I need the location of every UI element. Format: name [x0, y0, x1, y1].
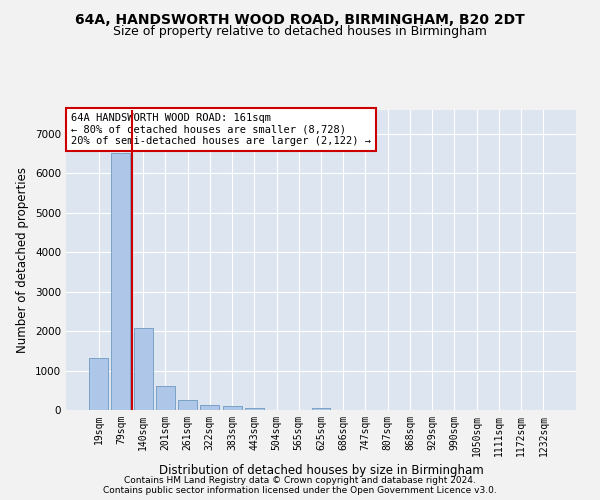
Bar: [245, 408, 264, 410]
Text: 64A, HANDSWORTH WOOD ROAD, BIRMINGHAM, B20 2DT: 64A, HANDSWORTH WOOD ROAD, BIRMINGHAM, B…: [75, 12, 525, 26]
Text: Contains public sector information licensed under the Open Government Licence v3: Contains public sector information licen…: [103, 486, 497, 495]
Bar: [178, 400, 197, 410]
Bar: [156, 386, 175, 410]
Bar: [223, 406, 242, 410]
Bar: [89, 358, 108, 410]
Bar: [200, 405, 219, 410]
Text: Size of property relative to detached houses in Birmingham: Size of property relative to detached ho…: [113, 25, 487, 38]
Bar: [311, 408, 331, 410]
Bar: [112, 154, 130, 410]
X-axis label: Distribution of detached houses by size in Birmingham: Distribution of detached houses by size …: [158, 464, 484, 477]
Text: Contains HM Land Registry data © Crown copyright and database right 2024.: Contains HM Land Registry data © Crown c…: [124, 476, 476, 485]
Bar: [134, 328, 152, 410]
Text: 64A HANDSWORTH WOOD ROAD: 161sqm
← 80% of detached houses are smaller (8,728)
20: 64A HANDSWORTH WOOD ROAD: 161sqm ← 80% o…: [71, 113, 371, 146]
Y-axis label: Number of detached properties: Number of detached properties: [16, 167, 29, 353]
